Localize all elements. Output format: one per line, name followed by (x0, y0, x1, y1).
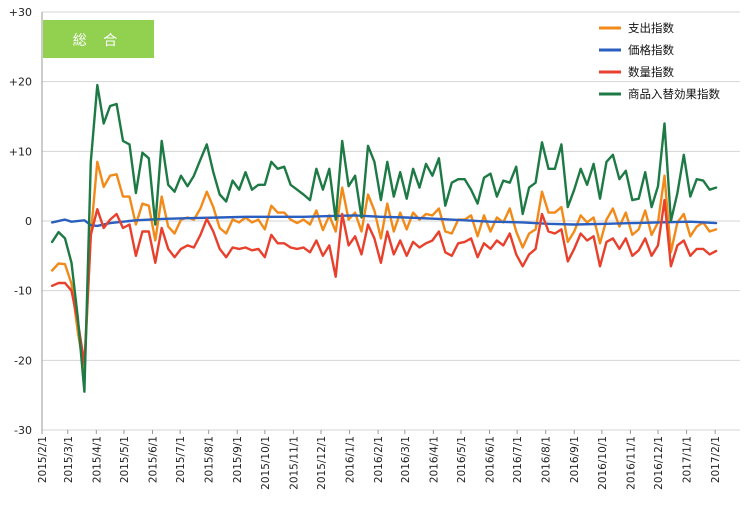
legend-label: 価格指数 (628, 43, 674, 57)
x-tick-label: 2016/11/1 (625, 436, 637, 490)
y-tick-label: -30 (14, 424, 32, 437)
x-tick-label: 2015/11/1 (288, 436, 300, 490)
category-badge: 総 合 (43, 20, 154, 58)
x-tick-label: 2016/7/1 (512, 436, 524, 483)
y-tick-label: 0 (25, 215, 32, 228)
x-tick-label: 2016/12/1 (653, 436, 665, 490)
x-tick-label: 2017/1/1 (682, 436, 694, 483)
legend-label: 商品入替効果指数 (628, 87, 720, 101)
x-tick-label: 2015/8/1 (204, 436, 216, 483)
x-tick-label: 2015/6/1 (148, 436, 160, 483)
x-tick-label: 2015/7/1 (175, 436, 187, 483)
y-tick-label: +20 (9, 76, 32, 89)
y-tick-label: +30 (9, 6, 32, 19)
y-axis-tick-labels: +30 +20 +10 0 -10 -20 -30 (9, 6, 32, 437)
x-tick-label: 2016/2/1 (373, 436, 385, 483)
x-tick-label: 2016/1/1 (345, 436, 357, 483)
x-tick-label: 2015/3/1 (63, 436, 75, 483)
x-tick-label: 2015/9/1 (232, 436, 244, 483)
x-tick-label: 2017/2/1 (710, 436, 722, 483)
x-tick-label: 2015/4/1 (91, 436, 103, 483)
series-line (50, 198, 718, 365)
x-tick-label: 2015/5/1 (119, 436, 131, 483)
x-tick-label: 2016/6/1 (485, 436, 497, 483)
y-tick-label: -10 (14, 285, 32, 298)
x-tick-label: 2016/9/1 (569, 436, 581, 483)
series-lines (50, 83, 718, 393)
y-tick-label: +10 (9, 145, 32, 158)
legend-label: 数量指数 (628, 65, 674, 79)
legend-label: 支出指数 (628, 21, 674, 35)
x-tick-label: 2016/3/1 (400, 436, 412, 483)
x-tick-label: 2015/10/1 (260, 436, 272, 490)
category-badge-label: 総 合 (73, 33, 123, 49)
x-tick-label: 2016/5/1 (456, 436, 468, 483)
series-line (50, 214, 718, 228)
category-badge-box (43, 20, 154, 58)
y-tick-label: -20 (14, 354, 32, 367)
x-tick-label: 2016/8/1 (541, 436, 553, 483)
x-axis-tick-labels: 2015/2/1 2015/3/1 2015/4/1 2015/5/1 2015/6/1… (37, 436, 722, 490)
series-line (50, 83, 718, 393)
x-tick-label: 2016/4/1 (428, 436, 440, 483)
x-tick-label: 2015/12/1 (316, 436, 328, 490)
x-tick-label: 2016/10/1 (597, 436, 609, 490)
x-tick-label: 2015/2/1 (37, 436, 49, 483)
